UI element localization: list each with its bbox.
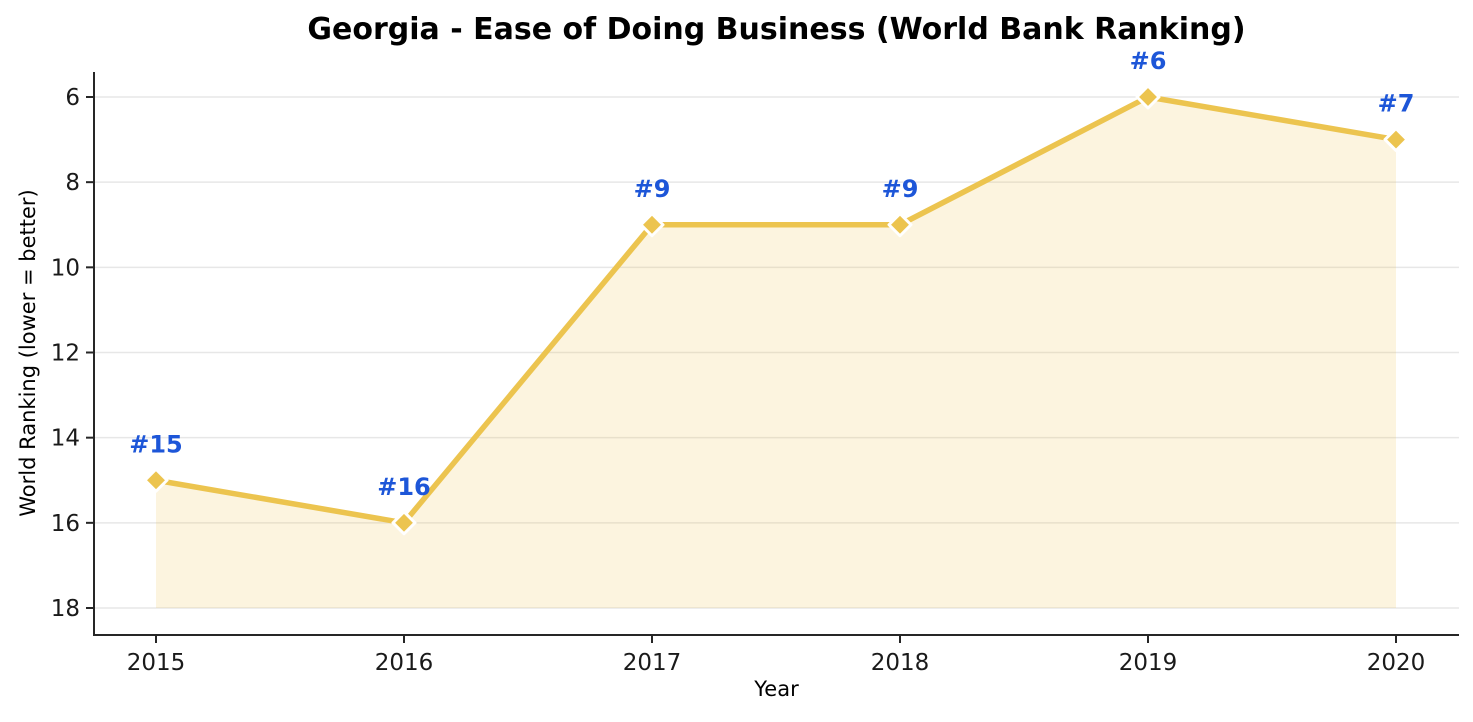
trend-line bbox=[153, 94, 1399, 526]
y-tick-label: 8 bbox=[65, 170, 80, 196]
data-point-marker bbox=[391, 510, 417, 536]
data-point-marker bbox=[887, 212, 913, 238]
y-tick-label: 16 bbox=[51, 511, 80, 537]
annotation-label: #9 bbox=[634, 175, 671, 203]
annotation-label: #7 bbox=[1378, 90, 1415, 118]
y-tick-label: 6 bbox=[65, 85, 80, 111]
x-tick-label: 2016 bbox=[375, 650, 434, 676]
x-axis-label: Year bbox=[754, 677, 799, 701]
chart-title: Georgia - Ease of Doing Business (World … bbox=[307, 12, 1246, 47]
annotation-label: #16 bbox=[377, 473, 431, 501]
y-tick-label: 12 bbox=[51, 341, 80, 367]
annotation-label: #15 bbox=[129, 430, 183, 458]
annotation-label: #9 bbox=[882, 175, 919, 203]
y-tick-label: 18 bbox=[51, 596, 80, 622]
data-point-marker bbox=[143, 467, 169, 493]
data-point-marker bbox=[1135, 84, 1161, 110]
x-tick-label: 2018 bbox=[871, 650, 930, 676]
data-point-marker bbox=[639, 212, 665, 238]
x-tick-label: 2015 bbox=[127, 650, 186, 676]
y-tick-label: 10 bbox=[51, 255, 80, 281]
y-tick-label: 14 bbox=[51, 426, 80, 452]
annotation-label: #6 bbox=[1130, 47, 1167, 75]
data-point-marker bbox=[1383, 127, 1409, 153]
x-tick-label: 2019 bbox=[1119, 650, 1178, 676]
x-tick-label: 2020 bbox=[1367, 650, 1426, 676]
x-tick-label: 2017 bbox=[623, 650, 682, 676]
area-fill bbox=[156, 97, 1396, 608]
